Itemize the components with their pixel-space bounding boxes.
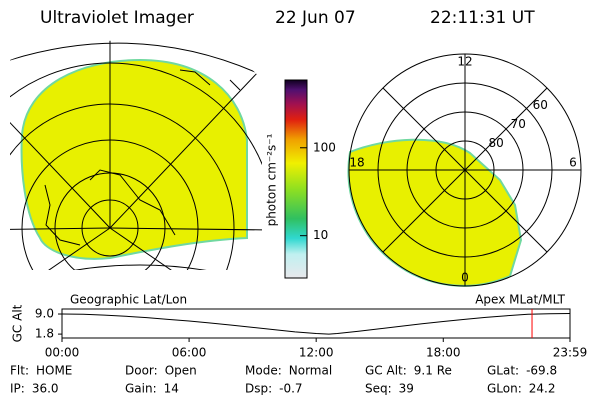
map-label: Geographic Lat/Lon — [70, 293, 187, 307]
lat-ring-label: 80 — [489, 136, 504, 150]
status-value: 14 — [164, 382, 179, 396]
status-value: -0.7 — [279, 382, 302, 396]
mlt-label: 12 — [457, 55, 472, 69]
colorbar-tick-label: 10 — [313, 228, 328, 242]
status-value: -69.8 — [526, 364, 557, 378]
altitude-line — [61, 312, 571, 335]
time: 22:11:31 UT — [430, 8, 535, 28]
status-value: Normal — [289, 364, 332, 378]
status-label: GC Alt: — [365, 364, 407, 378]
colorbar — [284, 79, 308, 279]
status-label: Flt: — [10, 364, 29, 378]
mlt-label: 6 — [569, 156, 577, 170]
title: Ultraviolet Imager — [40, 8, 194, 28]
status-label: Dsp: — [245, 382, 272, 396]
colorbar-tick-label: 100 — [313, 140, 336, 154]
x-tick-label: 18:00 — [426, 346, 461, 360]
lat-ring-label: 60 — [533, 98, 548, 112]
status-label: Seq: — [365, 382, 392, 396]
lat-ring — [406, 111, 524, 229]
status-value: 9.1 Re — [414, 364, 452, 378]
status-value: HOME — [36, 364, 72, 378]
geographic-map — [10, 40, 262, 270]
polar-plot — [347, 53, 582, 287]
status-label: Door: — [125, 364, 158, 378]
lat-ring — [377, 82, 553, 258]
y-tick-label: 1.8 — [35, 327, 54, 341]
status-value: Open — [165, 364, 197, 378]
x-tick-label: 12:00 — [299, 346, 334, 360]
y-tick-label: 9.0 — [35, 307, 54, 321]
status-label: GLon: — [487, 382, 522, 396]
x-tick-label: 00:00 — [45, 346, 80, 360]
x-tick-label: 23:59 — [553, 346, 588, 360]
status-label: Gain: — [125, 382, 157, 396]
status-label: IP: — [10, 382, 25, 396]
polar-label: Apex MLat/MLT — [475, 293, 565, 307]
lat-ring — [435, 140, 495, 200]
lat-ring-label: 70 — [511, 117, 526, 131]
date: 22 Jun 07 — [275, 8, 356, 28]
mlt-label: 0 — [461, 271, 469, 285]
colorbar-label: photon cm⁻²s⁻¹ — [265, 133, 279, 226]
status-value: 39 — [399, 382, 414, 396]
x-tick-label: 06:00 — [172, 346, 207, 360]
status-value: 36.0 — [32, 382, 59, 396]
status-value: 24.2 — [529, 382, 556, 396]
mlt-label: 18 — [349, 156, 364, 170]
status-label: GLat: — [487, 364, 519, 378]
y-axis-label: GC Alt — [11, 304, 25, 342]
status-label: Mode: — [245, 364, 282, 378]
